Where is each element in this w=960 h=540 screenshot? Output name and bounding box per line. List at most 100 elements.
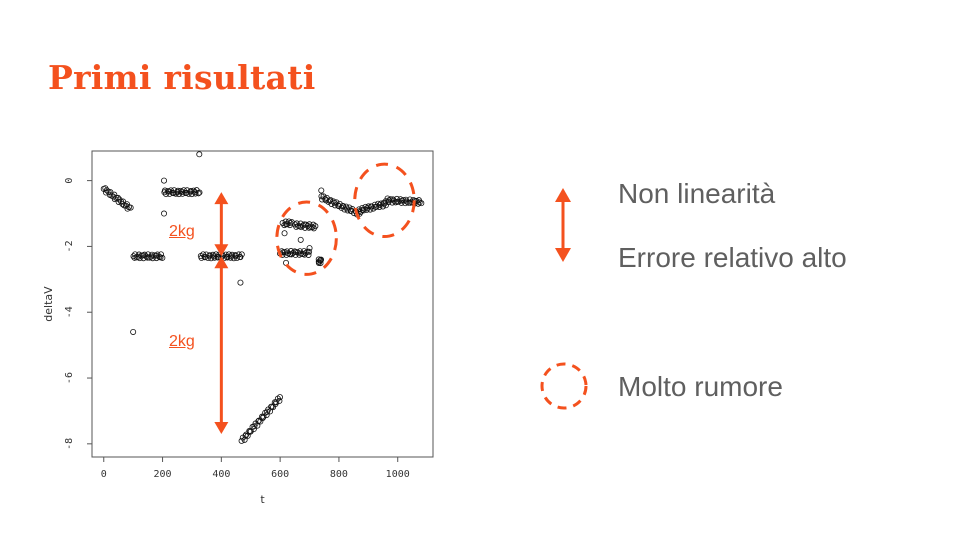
data-point — [211, 254, 218, 261]
x-axis-label: t — [260, 493, 265, 506]
data-point — [250, 426, 257, 433]
data-point — [224, 254, 231, 261]
data-point — [400, 197, 407, 204]
x-tick-label: 0 — [101, 469, 107, 480]
data-point — [405, 199, 412, 206]
legend-noise: Molto rumore — [618, 371, 783, 402]
data-point — [203, 251, 210, 258]
data-point — [251, 423, 258, 430]
data-point — [159, 254, 166, 261]
data-point — [317, 260, 324, 267]
data-points — [100, 151, 425, 444]
data-point — [120, 198, 127, 205]
data-point — [124, 205, 131, 212]
y-tick-label: -2 — [64, 240, 75, 252]
y-tick-label: -6 — [64, 372, 75, 384]
data-point — [330, 198, 337, 205]
data-point — [192, 190, 199, 197]
data-point — [273, 399, 280, 406]
data-point — [357, 208, 364, 215]
data-point — [260, 413, 267, 420]
data-point — [312, 223, 319, 230]
data-point — [174, 187, 181, 194]
data-point — [161, 187, 168, 194]
data-point — [375, 200, 382, 207]
data-point — [161, 210, 168, 217]
data-point — [103, 187, 110, 194]
data-point — [170, 190, 177, 197]
data-point — [362, 203, 369, 210]
data-point — [306, 248, 313, 255]
data-point — [237, 279, 244, 286]
data-point — [281, 230, 288, 237]
data-point — [276, 394, 283, 401]
annotation-arrow-head — [214, 421, 229, 434]
data-point — [187, 188, 194, 195]
data-point — [360, 207, 367, 214]
data-point — [241, 436, 248, 443]
legend-relative-error: Errore relativo alto — [618, 242, 847, 273]
dashed-circle-icon — [540, 362, 588, 410]
x-tick-label: 600 — [271, 469, 289, 480]
y-tick-label: 0 — [64, 178, 75, 184]
noise-circle — [353, 162, 416, 239]
data-point — [365, 203, 372, 210]
double-arrow-icon — [555, 188, 571, 262]
data-point — [140, 255, 147, 262]
data-point — [318, 256, 325, 263]
x-tick-label: 400 — [212, 469, 230, 480]
data-point — [373, 203, 380, 210]
data-point — [327, 197, 334, 204]
data-point — [297, 236, 304, 243]
data-point — [206, 252, 213, 259]
data-point — [302, 221, 309, 228]
data-point — [153, 255, 160, 262]
data-point — [161, 177, 168, 184]
data-point — [127, 204, 134, 211]
y-tick-label: -8 — [64, 438, 75, 450]
y-axis-label: deltaV — [42, 286, 55, 322]
data-point — [233, 255, 240, 262]
data-point — [276, 397, 283, 404]
annotation-upper: 2kg — [169, 223, 195, 240]
data-point — [198, 254, 205, 261]
data-point — [346, 204, 353, 211]
data-point — [115, 194, 122, 201]
data-point — [111, 191, 118, 198]
data-point — [259, 414, 266, 421]
data-point — [318, 193, 325, 200]
x-tick-label: 1000 — [386, 469, 410, 480]
data-point — [246, 428, 253, 435]
data-point — [306, 245, 313, 252]
data-point — [285, 218, 292, 225]
data-point — [229, 251, 236, 258]
data-point — [119, 201, 126, 208]
annotation-lower: 2kg — [169, 333, 195, 350]
data-point — [238, 251, 245, 258]
data-point — [195, 190, 202, 197]
data-point — [177, 187, 184, 194]
y-tick-label: -4 — [64, 306, 75, 318]
annotation-arrow-head — [214, 244, 229, 257]
data-point — [263, 411, 270, 418]
x-tick-label: 800 — [330, 469, 348, 480]
data-point — [255, 418, 262, 425]
annotation-arrow-head — [214, 192, 229, 205]
data-point — [318, 187, 325, 194]
data-point — [190, 187, 197, 194]
data-point — [130, 328, 137, 335]
legend-non-linearity: Non linearità — [618, 178, 776, 209]
annotation-arrow-head — [214, 256, 229, 269]
data-point — [111, 196, 118, 203]
data-point — [238, 437, 245, 444]
data-point — [166, 190, 173, 197]
x-tick-label: 200 — [154, 469, 172, 480]
slide-title: Primi risultati — [48, 58, 316, 97]
data-point — [196, 189, 203, 196]
noise-circle — [275, 200, 338, 276]
data-point — [188, 191, 195, 198]
data-point — [196, 151, 203, 158]
data-point — [179, 190, 186, 197]
data-point — [184, 187, 191, 194]
